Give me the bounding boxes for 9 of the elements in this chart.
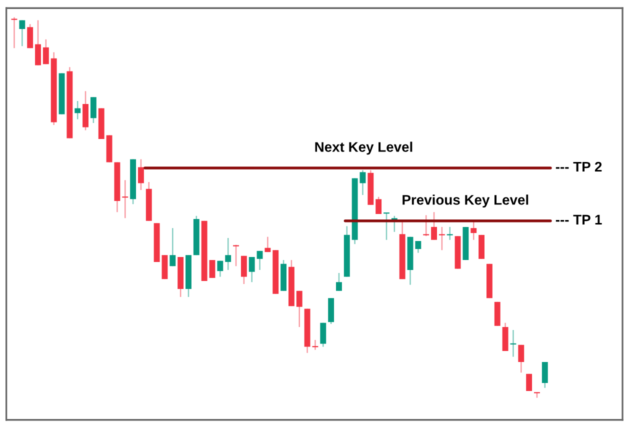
annotation: Next Key Level	[315, 142, 412, 155]
ref-line-label: --- TP 1	[556, 214, 602, 224]
candlestick	[478, 234, 485, 260]
candlestick	[162, 254, 168, 280]
candlestick	[494, 301, 500, 326]
ref-line-label: --- TP 2	[556, 162, 602, 172]
candlestick	[209, 259, 216, 279]
candlestick	[526, 373, 532, 392]
annotation: Previous Key Level	[402, 194, 528, 208]
